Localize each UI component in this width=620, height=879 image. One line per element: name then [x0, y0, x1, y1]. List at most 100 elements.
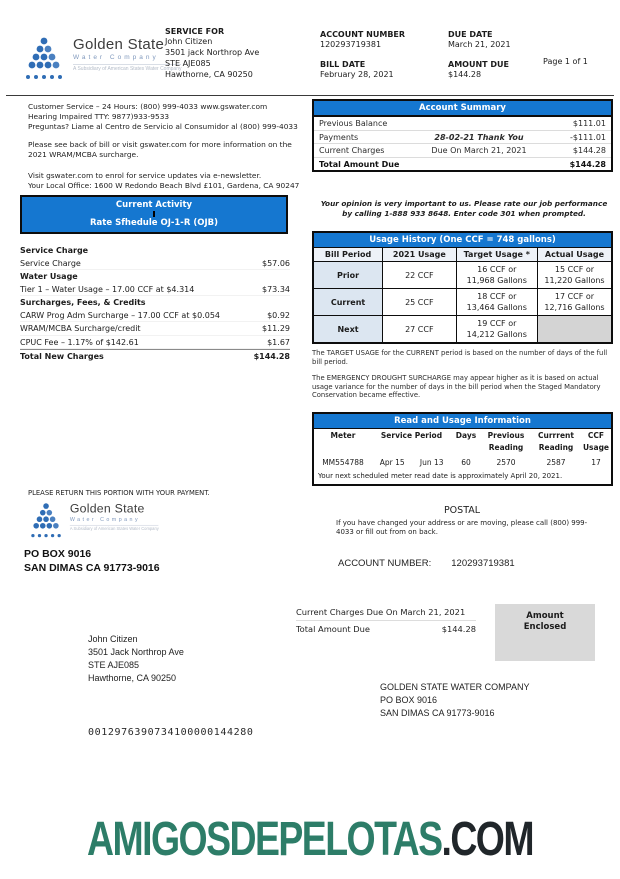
usage-history-table: Usage History (One CCF = 748 gallons) Bi…	[312, 231, 613, 344]
period-start-value: Apr 15	[379, 458, 405, 467]
target-line1: 18 CCF or	[477, 292, 517, 301]
usage-value: 22 CCF	[405, 270, 434, 280]
stub-account-number: ACCOUNT NUMBER: 120293719381	[338, 558, 515, 569]
actual-line1: 15 CCF or	[554, 265, 595, 274]
account-number-value: 120293719381	[320, 40, 382, 49]
target-cell: 19 CCF or 14,212 Gallons	[455, 315, 538, 344]
charge-label: Surcharges, Fees, & Credits	[20, 298, 146, 307]
customer-mailing-address: John Citizen 3501 Jack Northrop Ave STE …	[88, 633, 184, 685]
col-days-sub	[451, 441, 481, 453]
charge-section-service: Service Charge	[20, 244, 290, 257]
stub-total-due-label: Total Amount Due	[296, 624, 371, 634]
actual-cell-empty	[536, 315, 613, 344]
amount-due-block: AMOUNT DUE $144.28	[448, 60, 568, 80]
amount-enclosed-box[interactable]: Amount Enclosed	[495, 604, 595, 661]
postal-block: POSTAL If you have changed your address …	[336, 505, 588, 537]
target-line1: 19 CCF or	[477, 319, 517, 328]
current-reading-value: 2587	[546, 458, 566, 467]
target-cell: 16 CCF or 11,968 Gallons	[455, 261, 538, 289]
charge-row-cpuc: CPUC Fee – 1.17% of $142.61 $1.67	[20, 336, 290, 349]
charge-section-surcharges: Surcharges, Fees, & Credits	[20, 296, 290, 309]
current-activity-charges: Service Charge Service Charge $57.06 Wat…	[20, 244, 290, 363]
contact-line-2: Hearing Impaired TTY: 9877)933-9533	[28, 112, 170, 121]
contact-line-4: Please see back of bill or visit gswater…	[28, 140, 292, 159]
stub-total-due-row: Total Amount Due $144.28	[296, 621, 476, 634]
col-bill-period: Bill Period	[312, 247, 384, 262]
charge-label: CARW Prog Adm Surcharge – 17.00 CCF at $…	[20, 310, 221, 320]
target-line2: 11,968 Gallons	[466, 276, 527, 285]
usage-footnote-1: The TARGET USAGE for the CURRENT period …	[312, 349, 608, 366]
col-meter-sub	[314, 441, 372, 453]
charge-label: Service Charge	[20, 246, 89, 255]
postal-title: POSTAL	[443, 505, 481, 516]
read-usage-box: Read and Usage Information Meter Service…	[312, 412, 613, 486]
summary-label: Current Charges	[319, 146, 385, 155]
rate-schedule-subtitle: Rate Sfhedule OJ-1-R (OJB)	[90, 218, 218, 228]
company-city: SAN DIMAS CA 91773-9016	[380, 708, 495, 718]
charge-section-water-usage: Water Usage	[20, 270, 290, 283]
company-mailing-address: GOLDEN STATE WATER COMPANY PO BOX 9016 S…	[380, 681, 530, 720]
stub-charges-due-line: Current Charges Due On March 21, 2021	[296, 607, 476, 621]
target-line1: 16 CCF or	[477, 265, 517, 274]
charge-amount: $57.06	[262, 258, 290, 268]
return-portion-note: PLEASE RETURN THIS PORTION WITH YOUR PAY…	[28, 489, 210, 497]
page-indicator: Page 1 of 1	[543, 57, 588, 66]
col-current-sub: Reading	[538, 443, 574, 452]
col-previous-sub: Reading	[488, 443, 524, 452]
due-date-block: DUE DATE March 21, 2021	[448, 30, 568, 50]
col-service-period-sub	[372, 441, 451, 453]
company-pobox: PO BOX 9016	[380, 695, 438, 705]
charge-amount: $73.34	[262, 284, 290, 294]
charge-label: WRAM/MCBA Surcharge/credit	[20, 324, 141, 333]
summary-amount: $111.01	[572, 119, 606, 128]
read-data-row: MM554788 Apr 15 Jun 13 60 2570 2587 17	[314, 453, 611, 469]
summary-amount: $144.28	[572, 146, 606, 155]
actual-line2: 11,220 Gallons	[544, 276, 605, 285]
usage-cell: 22 CCF	[382, 261, 457, 289]
postal-text: If you have changed your address or are …	[336, 519, 588, 536]
logo-tagline: A Subsidiary of American States Water Co…	[69, 524, 159, 532]
service-for-suite: STE AJE085	[165, 59, 211, 68]
summary-amount: -$111.01	[570, 132, 606, 142]
amount-enclosed-line1: Amount	[526, 611, 564, 621]
contact-line-5: Visit gswater.com to enrol for service u…	[28, 171, 262, 180]
header-tick-mark	[153, 211, 155, 217]
summary-row-payments: Payments 28-02-21 Thank You -$111.01	[314, 131, 611, 144]
charge-row-wram: WRAM/MCBA Surcharge/credit $11.29	[20, 322, 290, 336]
stub-account-label: ACCOUNT NUMBER:	[338, 558, 432, 569]
stub-logo-text: Golden State Water Company A Subsidiary …	[69, 502, 159, 532]
due-date-label: DUE DATE	[448, 30, 493, 39]
amount-due-value: $144.28	[448, 70, 482, 79]
period-end-value: Jun 13	[419, 458, 444, 467]
contact-line-3: Preguntas? Liame al Centro de Servicio a…	[28, 122, 298, 131]
usage-history-header-row: Bill Period 2021 Usage Target Usage * Ac…	[312, 247, 613, 262]
summary-note	[414, 119, 544, 128]
actual-cell: 15 CCF or 11,220 Gallons	[536, 261, 613, 289]
meter-value: MM554788	[322, 458, 364, 467]
col-2021-usage: 2021 Usage	[382, 247, 457, 262]
stub-due-block: Current Charges Due On March 21, 2021 To…	[296, 607, 476, 634]
remit-line-2: SAN DIMAS CA 91773-9016	[24, 562, 160, 574]
ccf-usage-value: 17	[591, 458, 601, 467]
customer-name: John Citizen	[88, 634, 138, 644]
contact-block: Customer Service – 24 Hours: (800) 999-4…	[28, 102, 304, 191]
bill-date-block: BILL DATE February 28, 2021	[320, 60, 448, 80]
summary-label: Previous Balance	[319, 119, 388, 128]
summary-row-total: Total Amount Due $144.28	[314, 158, 611, 171]
col-actual-usage: Actual Usage	[536, 247, 613, 262]
charge-row-total: Total New Charges $144.28	[20, 349, 290, 363]
previous-reading-value: 2570	[496, 458, 516, 467]
footer-brand: AMIGOSDEPELOTAS	[86, 813, 443, 866]
account-number-label: ACCOUNT NUMBER	[320, 30, 406, 39]
footer-watermark: AMIGOSDEPELOTAS.COM	[68, 812, 552, 867]
logo-tagline: A Subsidiary of American States Water Co…	[73, 64, 182, 72]
col-target-usage: Target Usage *	[455, 247, 538, 262]
summary-label: Total Amount Due	[319, 159, 400, 169]
charge-label: CPUC Fee – 1.17% of $142.61	[20, 337, 139, 347]
actual-cell: 17 CCF or 12,716 Gallons	[536, 288, 613, 316]
next-read-footnote: Your next scheduled meter read date is a…	[318, 472, 563, 480]
charge-label: Water Usage	[20, 272, 78, 281]
stub-account-value: 120293719381	[451, 558, 515, 569]
charge-label: Total New Charges	[20, 352, 104, 361]
customer-street: 3501 Jack Northrop Ave	[88, 647, 184, 657]
